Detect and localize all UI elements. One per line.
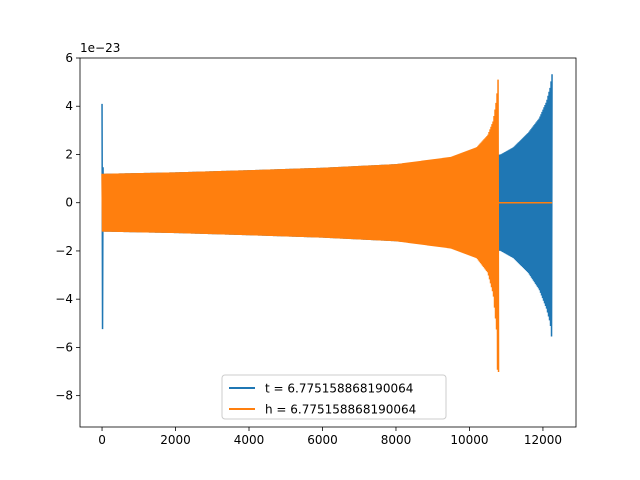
legend-box xyxy=(221,374,447,420)
y-tick-label: 6 xyxy=(65,51,73,65)
x-tick-label: 8000 xyxy=(381,433,412,447)
y-tick-label: −4 xyxy=(55,292,73,306)
legend-label-1: t = 6.775158868190064 xyxy=(265,382,413,396)
y-tick-label: 4 xyxy=(65,99,73,113)
legend-label-2: h = 6.775158868190064 xyxy=(265,403,416,417)
x-tick-label: 2000 xyxy=(160,433,191,447)
plot-area xyxy=(101,74,553,373)
x-tick-label: 0 xyxy=(98,433,106,447)
x-tick-label: 12000 xyxy=(524,433,562,447)
series-group xyxy=(101,74,553,373)
y-tick-label: 0 xyxy=(65,196,73,210)
y-offset-label: 1e−23 xyxy=(80,41,120,55)
legend: t = 6.775158868190064 h = 6.7751588681900… xyxy=(221,374,447,420)
axes-frame xyxy=(79,57,577,428)
x-tick-label: 10000 xyxy=(450,433,488,447)
y-tick-label: −2 xyxy=(55,244,73,258)
x-tick-label: 4000 xyxy=(234,433,265,447)
y-tick-label: −8 xyxy=(55,389,73,403)
y-tick-label: −6 xyxy=(55,340,73,354)
series-line-2 xyxy=(101,79,553,373)
x-tick-label: 6000 xyxy=(307,433,338,447)
y-tick-label: 2 xyxy=(65,147,73,161)
axes: 0 2000 4000 6000 8000 10000 12000 −8 −6 −4 −2 0 2 4 6 xyxy=(55,51,577,447)
